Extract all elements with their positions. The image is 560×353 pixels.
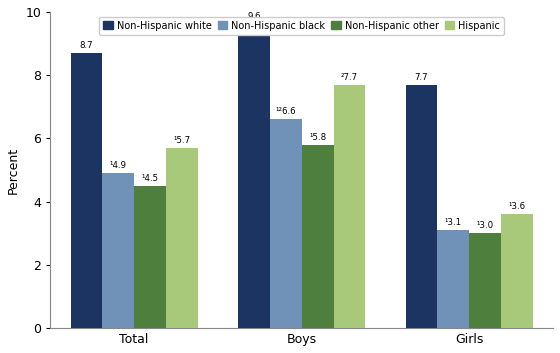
- Bar: [334, 85, 365, 328]
- Text: ¹3.0: ¹3.0: [477, 221, 494, 230]
- Bar: [134, 186, 166, 328]
- Bar: [469, 233, 501, 328]
- Bar: [405, 85, 437, 328]
- Text: 8.7: 8.7: [80, 41, 93, 50]
- Bar: [102, 173, 134, 328]
- Bar: [302, 145, 334, 328]
- Bar: [238, 25, 270, 328]
- Legend: Non-Hispanic white, Non-Hispanic black, Non-Hispanic other, Hispanic: Non-Hispanic white, Non-Hispanic black, …: [100, 17, 504, 35]
- Bar: [270, 119, 302, 328]
- Text: ¹²6.6: ¹²6.6: [276, 107, 296, 116]
- Text: 7.7: 7.7: [415, 72, 428, 82]
- Text: ¹4.9: ¹4.9: [110, 161, 127, 170]
- Text: ¹4.5: ¹4.5: [142, 174, 158, 183]
- Y-axis label: Percent: Percent: [7, 146, 20, 194]
- Bar: [71, 53, 102, 328]
- Text: 9.6: 9.6: [247, 12, 261, 22]
- Text: ¹3.6: ¹3.6: [508, 202, 526, 211]
- Bar: [437, 230, 469, 328]
- Bar: [501, 214, 533, 328]
- Text: ¹5.8: ¹5.8: [309, 133, 326, 142]
- Text: ¹5.7: ¹5.7: [174, 136, 190, 145]
- Bar: [166, 148, 198, 328]
- Text: ¹3.1: ¹3.1: [445, 218, 462, 227]
- Text: ²7.7: ²7.7: [341, 72, 358, 82]
